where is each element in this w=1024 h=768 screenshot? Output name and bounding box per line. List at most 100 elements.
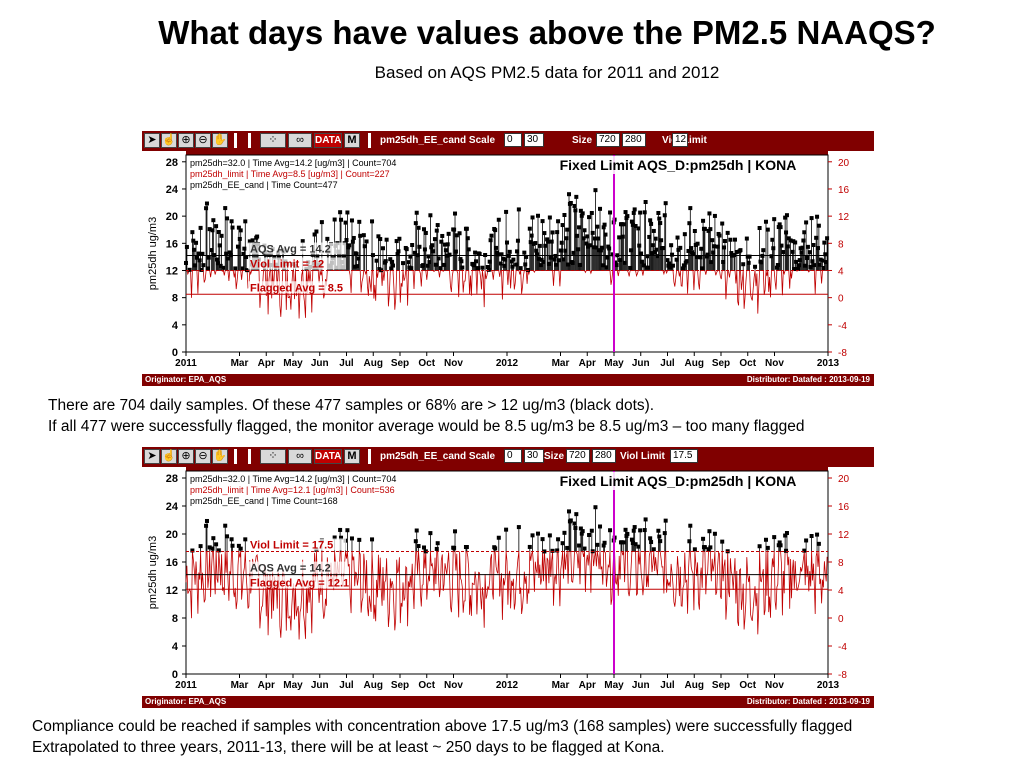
flagged-dot — [692, 547, 697, 552]
viol-limit-input[interactable]: 12 — [672, 133, 688, 147]
flagged-dot — [643, 517, 648, 522]
zoom-out-icon[interactable]: ⊖ — [195, 133, 211, 148]
flagged-dot — [204, 201, 209, 206]
flagged-dot — [653, 236, 658, 241]
flagged-dot — [507, 249, 512, 254]
flagged-dot — [688, 523, 693, 528]
flagged-dot — [757, 544, 762, 549]
flagged-dot — [744, 236, 749, 241]
m-button[interactable]: M — [344, 449, 360, 464]
zoom-out-icon[interactable]: ⊖ — [195, 449, 211, 464]
toolbar-separator — [234, 133, 237, 148]
distributor-text: Distributor: Datafed : 2013-09-19 — [746, 375, 870, 384]
flagged-dot — [578, 526, 583, 531]
x-tick-label: Sep — [712, 680, 730, 691]
flagged-dot — [498, 261, 503, 266]
flagged-dot — [574, 194, 579, 199]
flagged-dot — [325, 236, 330, 241]
flagged-dot — [579, 213, 584, 218]
legend-entry: pm25dh=32.0 | Time Avg=14.2 [ug/m3] | Co… — [190, 158, 396, 168]
flagged-dot — [732, 253, 737, 258]
scale-min-input[interactable]: 0 — [504, 449, 522, 463]
size-height-input[interactable]: 280 — [592, 449, 616, 463]
y-tick-label: 8 — [172, 613, 178, 625]
flagged-dot — [534, 248, 539, 253]
flagged-dot — [235, 244, 240, 249]
flagged-dot — [423, 230, 428, 235]
y-tick-label: 8 — [172, 293, 178, 305]
flagged-dot — [802, 548, 807, 553]
flagged-dot — [412, 250, 417, 255]
flagged-dot — [413, 539, 418, 544]
flagged-dot — [575, 233, 580, 238]
pan-hand-icon[interactable]: ✋ — [212, 449, 228, 464]
size-width-input[interactable]: 720 — [596, 133, 620, 147]
y-tick-label: 28 — [166, 157, 178, 169]
data-button[interactable]: DATA — [314, 133, 342, 148]
pan-hand-icon[interactable]: ✋ — [212, 133, 228, 148]
flagged-dot — [784, 531, 789, 536]
flagged-dot — [658, 539, 663, 544]
flagged-dot — [753, 264, 758, 269]
left-axis-area — [142, 151, 186, 374]
caption-line: If all 477 were successfully flagged, th… — [48, 418, 805, 435]
caption-line: Extrapolated to three years, 2011-13, th… — [32, 739, 665, 756]
flagged-dot — [223, 523, 228, 528]
size-height-input[interactable]: 280 — [622, 133, 646, 147]
flagged-dot — [800, 245, 805, 250]
pointer-icon[interactable]: ➤ — [144, 133, 160, 148]
flagged-dot — [734, 249, 739, 254]
toolbar-separator — [368, 133, 371, 148]
zoom-in-icon[interactable]: ⊕ — [178, 133, 194, 148]
dots-icon[interactable]: ⁘ — [260, 449, 286, 464]
flagged-dot — [238, 228, 243, 233]
flagged-dot — [649, 251, 654, 256]
x-tick-label: Jun — [311, 358, 329, 369]
data-button[interactable]: DATA — [314, 449, 342, 464]
flagged-dot — [686, 248, 691, 253]
flagged-dot — [410, 243, 415, 248]
flagged-dot — [804, 538, 809, 543]
flagged-dot — [219, 233, 224, 238]
flagged-dot — [556, 219, 561, 224]
flagged-dot — [376, 234, 381, 239]
y-axis-label: pm25dh ug/m3 — [147, 536, 159, 609]
flagged-dot — [629, 537, 634, 542]
hand-select-icon[interactable]: ☝ — [161, 449, 177, 464]
flagged-dot — [772, 535, 777, 540]
scale-max-input[interactable]: 30 — [524, 133, 544, 147]
m-button[interactable]: M — [344, 133, 360, 148]
flagged-dot — [652, 250, 657, 255]
flagged-dot — [596, 236, 601, 241]
dots-icon[interactable]: ⁘ — [260, 133, 286, 148]
flagged-dot — [229, 537, 234, 542]
link-icon[interactable]: ∞ — [288, 449, 312, 464]
flagged-dot — [701, 536, 706, 541]
flagged-dot — [422, 227, 427, 232]
flagged-dot — [698, 255, 703, 260]
flagged-dot — [555, 230, 560, 235]
flagged-dot — [236, 225, 241, 230]
flagged-dot — [390, 259, 395, 264]
hand-select-icon[interactable]: ☝ — [161, 133, 177, 148]
flagged-dot — [416, 225, 421, 230]
flagged-dot — [669, 243, 674, 248]
scale-min-input[interactable]: 0 — [504, 133, 522, 147]
pointer-icon[interactable]: ➤ — [144, 449, 160, 464]
size-width-input[interactable]: 720 — [566, 449, 590, 463]
zoom-in-icon[interactable]: ⊕ — [178, 449, 194, 464]
scale-max-input[interactable]: 30 — [524, 449, 544, 463]
flagged-dot — [778, 225, 783, 230]
viol-limit-input[interactable]: 17.5 — [670, 449, 698, 463]
x-tick-label: Jul — [339, 358, 354, 369]
flagged-dot — [567, 509, 572, 514]
link-icon[interactable]: ∞ — [288, 133, 312, 148]
flagged-dot — [595, 224, 600, 229]
flagged-dot — [675, 235, 680, 240]
y2-tick-label: 8 — [838, 239, 844, 250]
flagged-dot — [600, 263, 605, 268]
flagged-dot — [604, 265, 609, 270]
flagged-dot — [504, 527, 509, 532]
flagged-dot — [654, 247, 659, 252]
flagged-dot — [590, 230, 595, 235]
